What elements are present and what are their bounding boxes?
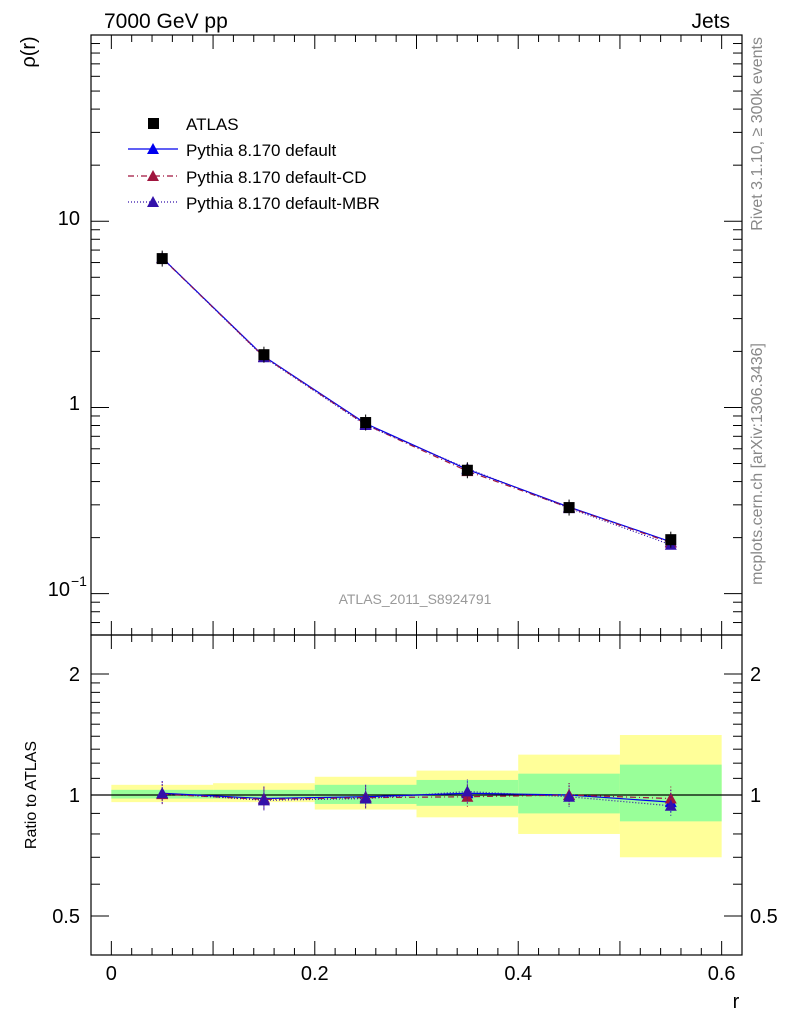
ratio-series-point — [257, 794, 270, 806]
x-tick-label: 0.4 — [504, 963, 532, 985]
ratio-series-point — [156, 787, 169, 799]
legend-entry-pythia-default: Pythia 8.170 default — [128, 141, 337, 160]
main-y-tick-labels: 10 1 10 −1 — [48, 208, 87, 601]
y-tick-label-1: 1 — [69, 393, 80, 415]
mcplots-citation-text: mcplots.cern.ch [arXiv:1306.3436] — [749, 343, 766, 585]
ratio-series-line — [162, 792, 671, 803]
main-y-axis-label: ρ(r) — [18, 36, 40, 67]
legend-triangle-marker-icon — [147, 143, 159, 154]
y-tick-label-0p1-exponent: −1 — [71, 573, 87, 589]
x-tick-label: 0 — [106, 963, 117, 985]
header-right-title: Jets — [691, 10, 730, 33]
ratio-series-point — [359, 792, 372, 804]
ratio-y-tick-label: 1 — [69, 785, 80, 807]
atlas-data-point — [258, 349, 270, 361]
rivet-version-text: Rivet 3.1.10, ≥ 300k events — [749, 37, 766, 231]
y-tick-label-0p1-base: 10 — [48, 579, 70, 601]
legend-entry-pythia-default-cd: Pythia 8.170 default-CD — [128, 168, 367, 187]
ratio-y-axis-label: Ratio to ATLAS — [23, 741, 40, 849]
legend-label-atlas: ATLAS — [186, 115, 239, 134]
atlas-data-point — [563, 502, 575, 514]
ratio-y-tick-label-right: 0.5 — [750, 906, 778, 928]
legend-square-marker-icon — [148, 118, 159, 129]
x-axis-label: r — [733, 991, 740, 1013]
atlas-data-point — [665, 534, 677, 546]
ratio-series-point — [563, 790, 576, 802]
legend-label-pythia-default: Pythia 8.170 default — [186, 141, 337, 160]
legend-entry-pythia-default-mbr: Pythia 8.170 default-MBR — [128, 194, 380, 213]
legend-triangle-marker-icon — [147, 170, 159, 181]
ratio-y-tick-label-right: 1 — [750, 785, 761, 807]
series-line — [161, 257, 672, 546]
header-left-title: 7000 GeV pp — [104, 10, 228, 33]
ratio-series-point — [664, 799, 677, 811]
x-tick-label: 0.6 — [708, 963, 736, 985]
ratio-y-tick-label-right: 2 — [750, 664, 761, 686]
series-line — [161, 257, 671, 544]
legend: ATLAS Pythia 8.170 default Pythia 8.170 … — [128, 115, 380, 213]
ratio-y-tick-labels: 0.5 0.5 1 1 2 2 — [52, 664, 778, 928]
ratio-series-point — [664, 792, 677, 804]
legend-triangle-marker-icon — [147, 196, 159, 207]
ratio-y-tick-label: 0.5 — [52, 906, 80, 928]
atlas-data-point — [461, 464, 473, 476]
y-tick-label-10: 10 — [58, 208, 80, 230]
axis-ticks — [91, 35, 742, 956]
series-line — [161, 257, 671, 543]
ratio-series-line — [162, 790, 671, 807]
legend-label-pythia-default-cd: Pythia 8.170 default-CD — [186, 168, 367, 187]
x-tick-label: 0.2 — [301, 963, 329, 985]
x-tick-labels: 0 0.2 0.4 0.6 — [106, 963, 736, 985]
data-marks — [156, 250, 677, 818]
legend-entry-atlas: ATLAS — [148, 115, 239, 134]
atlas-data-point — [360, 417, 372, 429]
ratio-series-point — [461, 785, 474, 797]
ratio-y-tick-label: 2 — [69, 664, 80, 686]
legend-label-pythia-default-mbr: Pythia 8.170 default-MBR — [186, 194, 380, 213]
atlas-data-point — [156, 253, 168, 265]
analysis-label: ATLAS_2011_S8924791 — [339, 591, 492, 607]
